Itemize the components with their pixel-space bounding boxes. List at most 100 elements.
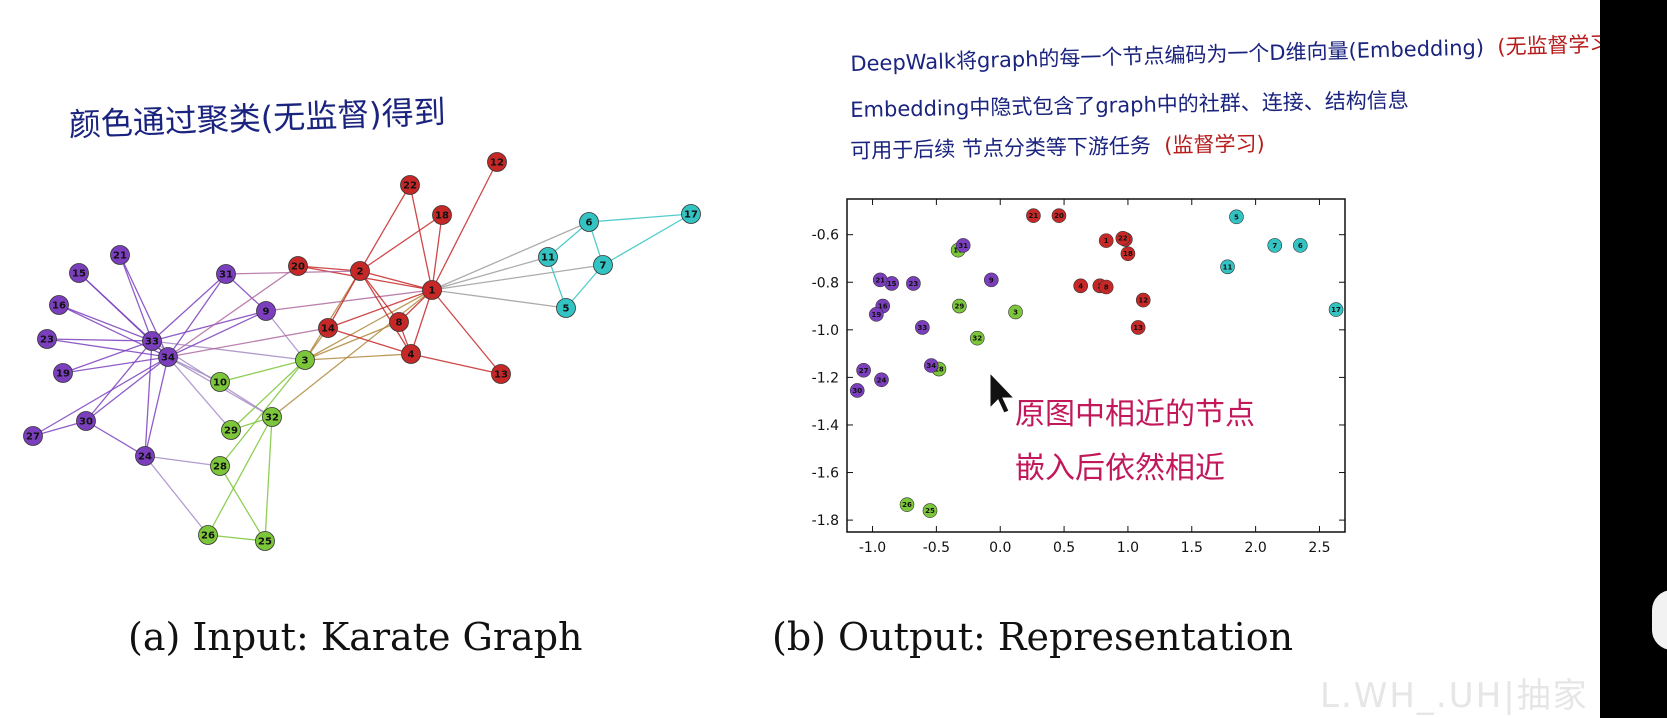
graph-edge <box>264 416 273 542</box>
plot-point-label: 1 <box>1104 237 1109 245</box>
graph-node-circle <box>210 372 230 392</box>
plot-point-marker <box>899 497 915 512</box>
x-tick-label: -0.5 <box>923 540 950 556</box>
graph-edge <box>58 304 153 342</box>
plot-point-20: 20 <box>1051 208 1067 223</box>
graph-edge <box>304 289 433 361</box>
plot-annotation-line-2: 嵌入后依然相近 <box>1015 451 1225 486</box>
graph-node-circle <box>491 364 511 384</box>
graph-edge <box>151 273 227 342</box>
graph-edge <box>219 359 306 467</box>
graph-node-2: 2 <box>350 261 370 281</box>
plot-point-23: 23 <box>906 276 921 291</box>
edge-handle[interactable] <box>1652 590 1667 650</box>
graph-node-label: 25 <box>258 537 272 548</box>
plot-point-label: 22 <box>1118 235 1128 243</box>
plot-point-marker <box>1073 278 1088 294</box>
x-tick-label: 2.0 <box>1244 540 1266 556</box>
graph-node-30: 30 <box>76 411 96 431</box>
graph-edge <box>167 265 299 358</box>
karate-graph: 1234567891011121314151617181920212223242… <box>23 152 701 551</box>
y-tick-label: -1.8 <box>812 513 839 529</box>
plot-points: 1234567891011121314151617181920212223242… <box>849 208 1344 518</box>
plot-point-19: 19 <box>869 307 884 322</box>
plot-point-21: 21 <box>872 272 888 288</box>
graph-node-31: 31 <box>216 264 236 284</box>
graph-node-label: 17 <box>684 210 698 221</box>
x-tick-label: 0.0 <box>989 540 1011 556</box>
graph-node-label: 26 <box>201 531 215 542</box>
graph-node-19: 19 <box>53 363 73 383</box>
plot-ticks: -1.0 -0.5 0.0 0.5 1.0 1.5 2.0 2.5 -0.6 -0.8 -1.0 -1… <box>812 199 1345 556</box>
graph-node-label: 24 <box>138 452 152 463</box>
graph-node-23: 23 <box>37 329 57 349</box>
plot-point-marker <box>1135 292 1151 308</box>
plot-point-marker <box>955 238 971 253</box>
graph-edge <box>46 338 169 358</box>
plot-point-24: 24 <box>874 372 889 388</box>
plot-annotation: 原图中相近的节点 嵌入后依然相近 <box>1015 388 1255 496</box>
graph-edge <box>167 356 232 431</box>
graph-edge <box>144 455 221 467</box>
graph-edge <box>359 270 412 355</box>
plot-point-marker <box>906 276 921 291</box>
plot-point-label: 17 <box>1331 306 1341 314</box>
graph-edge <box>144 340 153 457</box>
plot-point-marker <box>849 383 865 398</box>
plot-point-label: 28 <box>934 366 944 374</box>
graph-edge <box>304 353 412 361</box>
plot-point-label: 3 <box>1013 308 1018 316</box>
graph-node-3: 3 <box>295 350 315 370</box>
plot-point-25: 25 <box>922 503 938 518</box>
plot-point-marker <box>1051 208 1067 223</box>
graph-node-circle <box>76 411 96 431</box>
graph-node-label: 34 <box>161 353 175 364</box>
graph-node-28: 28 <box>210 456 230 476</box>
graph-node-label: 15 <box>72 269 86 280</box>
plot-point-label: 29 <box>954 303 964 311</box>
graph-node-label: 28 <box>213 462 227 473</box>
plot-point-marker <box>1120 246 1136 262</box>
graph-node-8: 8 <box>389 312 409 332</box>
graph-node-label: 11 <box>541 253 555 264</box>
graph-node-circle <box>556 298 576 318</box>
plot-point-6: 6 <box>1293 238 1308 253</box>
plot-point-marker <box>1008 304 1023 320</box>
graph-node-label: 4 <box>408 350 415 361</box>
graph-edge <box>588 213 692 223</box>
graph-node-circle <box>255 531 275 551</box>
graph-node-circle <box>593 255 613 275</box>
y-tick-label: -0.6 <box>812 228 839 244</box>
plot-point-marker <box>1098 279 1114 295</box>
plot-point-label: 12 <box>1138 297 1148 305</box>
plot-point-3: 3 <box>1008 304 1023 320</box>
plot-point-13: 13 <box>1130 320 1146 335</box>
graph-node-circle <box>389 312 409 332</box>
graph-node-5: 5 <box>556 298 576 318</box>
graph-node-label: 3 <box>302 356 309 367</box>
graph-edge <box>359 270 433 291</box>
graph-node-circle <box>579 212 599 232</box>
plot-point-31: 31 <box>955 238 971 253</box>
graph-node-circle <box>318 318 338 338</box>
graph-edge <box>602 213 692 266</box>
plot-point-17: 17 <box>1328 302 1344 317</box>
x-tick-label: 1.0 <box>1117 540 1139 556</box>
graph-edge <box>85 420 146 457</box>
graph-node-label: 18 <box>435 211 449 222</box>
graph-edge <box>431 256 549 291</box>
graph-node-33: 33 <box>142 331 162 351</box>
graph-edge <box>32 356 169 437</box>
plot-point-label: 6 <box>1298 242 1303 250</box>
graph-node-label: 9 <box>263 307 270 318</box>
caption-input: (a) Input: Karate Graph <box>128 615 583 659</box>
plot-point-marker <box>922 503 938 518</box>
graph-node-20: 20 <box>288 256 308 276</box>
plot-point-marker <box>923 358 939 373</box>
graph-edge <box>304 270 361 361</box>
graph-node-circle <box>262 407 282 427</box>
plot-point-marker <box>952 298 967 314</box>
plot-point-29: 29 <box>952 298 967 314</box>
graph-node-24: 24 <box>135 446 155 466</box>
x-tick-label: -1.0 <box>859 540 886 556</box>
